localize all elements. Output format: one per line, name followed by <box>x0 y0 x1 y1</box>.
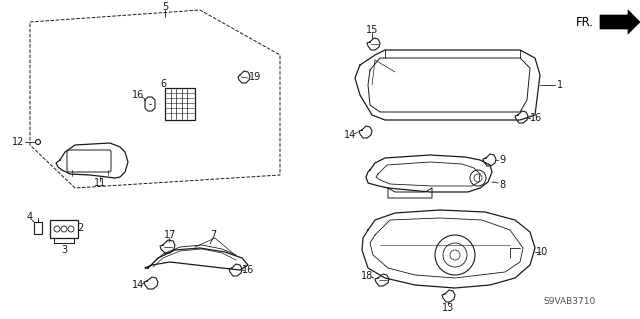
Text: 15: 15 <box>366 25 378 35</box>
Polygon shape <box>600 10 640 34</box>
Text: 19: 19 <box>249 72 261 82</box>
Text: 7: 7 <box>210 230 216 240</box>
Bar <box>34 222 42 234</box>
Text: 14: 14 <box>344 130 356 140</box>
Text: 14: 14 <box>132 280 144 290</box>
Text: 16: 16 <box>242 265 254 275</box>
Text: 13: 13 <box>442 303 454 313</box>
Text: 2: 2 <box>77 223 83 233</box>
Text: 5: 5 <box>162 2 168 12</box>
Text: 16: 16 <box>530 113 542 123</box>
Text: 3: 3 <box>61 245 67 255</box>
Text: 17: 17 <box>164 230 176 240</box>
Bar <box>50 220 78 238</box>
Text: 11: 11 <box>94 178 106 188</box>
Text: 16: 16 <box>132 90 144 100</box>
Text: 1: 1 <box>557 80 563 90</box>
Text: 8: 8 <box>499 180 505 190</box>
Text: 4: 4 <box>27 212 33 222</box>
Text: 10: 10 <box>536 247 548 257</box>
Text: 6: 6 <box>160 79 166 89</box>
Text: 9: 9 <box>499 155 505 165</box>
Text: 12: 12 <box>12 137 24 147</box>
Bar <box>165 88 195 120</box>
Text: S9VAB3710: S9VAB3710 <box>544 298 596 307</box>
Text: FR.: FR. <box>576 16 594 28</box>
Text: 18: 18 <box>361 271 373 281</box>
